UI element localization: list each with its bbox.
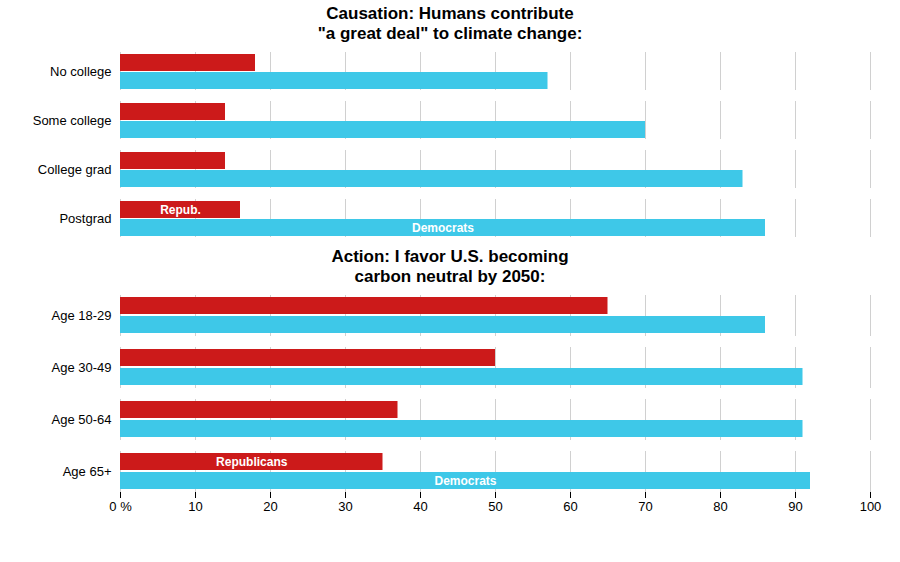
svg-text:No college: No college (50, 63, 111, 78)
svg-text:10: 10 (188, 498, 202, 513)
svg-text:0 %: 0 % (109, 498, 132, 513)
svg-text:80: 80 (713, 498, 727, 513)
svg-text:Age 18-29: Age 18-29 (52, 308, 112, 323)
svg-text:Age 30-49: Age 30-49 (52, 360, 112, 375)
svg-text:Republicans: Republicans (216, 454, 288, 468)
svg-text:40: 40 (413, 498, 427, 513)
html-text:Causation: Humans contribute ": Causation: Humans contribute "a great de… (317, 4, 583, 44)
svg-text:90: 90 (788, 498, 802, 513)
svg-text:20: 20 (263, 498, 277, 513)
svg-text:30: 30 (338, 498, 352, 513)
svg-text:Repub.: Repub. (160, 203, 201, 217)
svg-text:Some college: Some college (33, 112, 112, 127)
svg-text:Democrats: Democrats (434, 473, 496, 487)
html-text:Action: I favor U.S. becoming: Action: I favor U.S. becoming carbon neu… (331, 246, 569, 287)
svg-text:Age 50-64: Age 50-64 (52, 412, 112, 427)
svg-text:100: 100 (860, 498, 882, 513)
svg-text:Democrats: Democrats (412, 221, 474, 235)
svg-text:70: 70 (638, 498, 652, 513)
svg-text:Postgrad: Postgrad (59, 210, 111, 225)
svg-text:Age 65+: Age 65+ (63, 464, 112, 479)
svg-text:50: 50 (488, 498, 502, 513)
svg-text:College grad: College grad (38, 161, 112, 176)
svg-text:60: 60 (563, 498, 577, 513)
